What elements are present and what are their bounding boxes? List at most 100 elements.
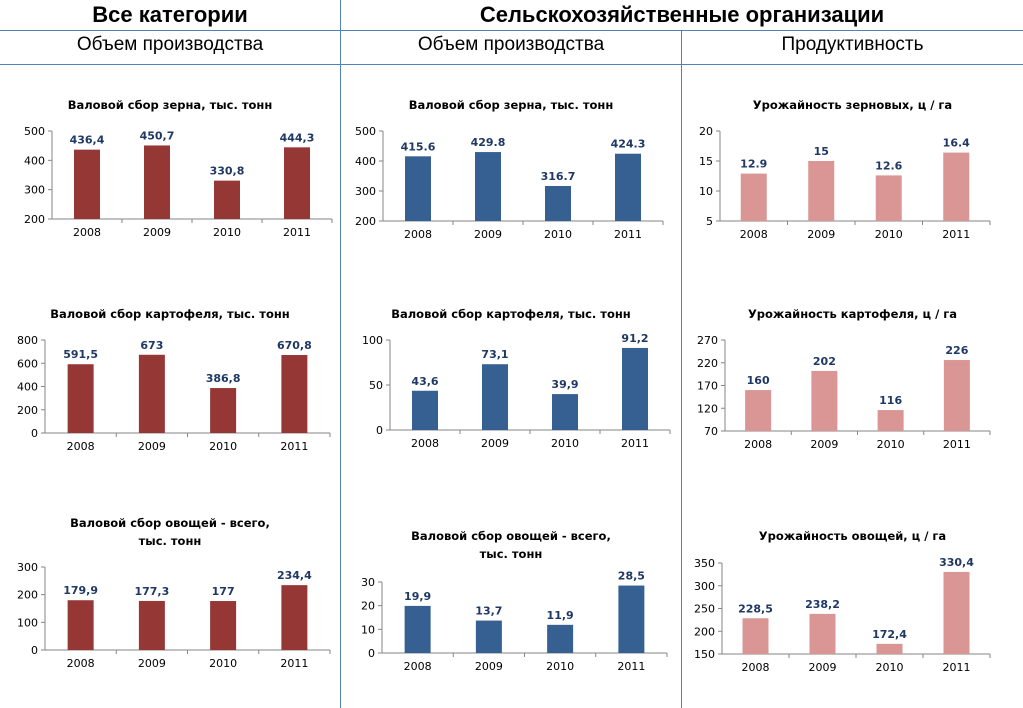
y-tick-label: 0 — [31, 644, 38, 657]
bar — [210, 601, 237, 650]
y-tick-label: 100 — [362, 334, 383, 347]
y-tick-label: 300 — [24, 184, 45, 197]
x-tick-label: 2010 — [876, 661, 904, 674]
bar — [405, 156, 431, 221]
bar — [138, 354, 165, 433]
bar — [67, 600, 94, 650]
data-label: 15 — [814, 145, 829, 158]
x-tick-label: 2011 — [943, 438, 971, 451]
x-tick-label: 2011 — [617, 660, 645, 673]
data-label: 73,1 — [481, 348, 508, 361]
data-label: 316.7 — [541, 170, 576, 183]
chart-7-title: Валовой сбор овощей - всего, тыс. тонн — [70, 516, 270, 548]
x-tick-label: 2011 — [942, 228, 970, 241]
bar — [740, 173, 767, 221]
bar — [876, 643, 903, 654]
data-label: 172,4 — [872, 628, 907, 641]
bar — [615, 153, 641, 221]
data-label: 429.8 — [471, 136, 506, 149]
bar — [214, 180, 240, 219]
x-tick-label: 2008 — [404, 660, 432, 673]
y-tick-label: 200 — [17, 589, 38, 602]
y-tick-label: 300 — [694, 580, 715, 593]
chart-2-title: Валовой сбор зерна, тыс. тонн — [408, 98, 614, 112]
x-tick-label: 2010 — [551, 437, 579, 450]
y-tick-label: 5 — [706, 215, 713, 228]
data-label: 177,3 — [134, 585, 169, 598]
bar — [482, 364, 508, 430]
bar — [281, 585, 308, 650]
x-tick-label: 2009 — [138, 440, 166, 453]
data-label: 13,7 — [475, 605, 502, 618]
y-tick-label: 250 — [694, 603, 715, 616]
chart-5-title: Валовой сбор картофеля, тыс. тонн — [391, 307, 631, 321]
data-label: 12.9 — [740, 158, 767, 171]
bar — [404, 605, 431, 653]
subheader-volume-left: Объем производства — [76, 34, 264, 55]
y-tick-label: 10 — [361, 623, 375, 636]
bar — [284, 147, 310, 219]
x-tick-label: 2008 — [742, 661, 770, 674]
y-tick-label: 10 — [699, 185, 713, 198]
bar — [475, 152, 501, 221]
y-tick-label: 800 — [17, 334, 38, 347]
x-tick-label: 2011 — [614, 228, 642, 241]
bar — [475, 620, 502, 653]
data-label: 234,4 — [277, 569, 312, 582]
chart-4: 0 200 400 600 800 591,5 2008 673 2009 386,8 2010 67… — [17, 334, 331, 453]
y-tick-label: 170 — [697, 380, 718, 393]
y-tick-label: 200 — [17, 404, 38, 417]
y-tick-label: 30 — [361, 576, 375, 589]
bar — [545, 185, 571, 221]
x-tick-label: 2008 — [740, 228, 768, 241]
x-tick-label: 2009 — [475, 660, 503, 673]
y-tick-label: 350 — [694, 557, 715, 570]
data-label: 330,4 — [939, 556, 974, 569]
x-tick-label: 2011 — [283, 226, 311, 239]
subheader-volume-mid: Объем производства — [417, 34, 605, 55]
chart-7: 0 100 200 300 179,9 2008 177,3 2009 177 2010 234,4… — [17, 561, 331, 670]
bar — [808, 161, 835, 221]
bar — [412, 390, 438, 430]
data-label: 330,8 — [210, 165, 245, 178]
data-label: 226 — [945, 344, 968, 357]
bar — [281, 355, 308, 433]
y-tick-label: 400 — [24, 154, 45, 167]
chart-3-title: Урожайность зерновых, ц / га — [752, 98, 953, 112]
y-tick-label: 0 — [31, 427, 38, 440]
chart-3: 5 10 15 20 12.9 2008 15 2009 12.6 2010 16.4 2011 — [699, 125, 991, 241]
x-tick-label: 2010 — [546, 660, 574, 673]
data-label: 12.6 — [875, 159, 902, 172]
bar — [67, 364, 94, 433]
chart-1: 200 300 400 500 436,4 2008 450,7 2009 330,8 2010 4… — [24, 125, 333, 239]
data-label: 28,5 — [618, 570, 645, 583]
x-tick-label: 2009 — [138, 657, 166, 670]
x-tick-label: 2009 — [810, 438, 838, 451]
x-tick-label: 2011 — [621, 437, 649, 450]
bar — [552, 394, 578, 430]
x-tick-label: 2011 — [943, 661, 971, 674]
y-tick-label: 500 — [24, 125, 45, 138]
chart-2: 200 300 400 500 415.6 2008 429.8 2009 316.7 2010 4… — [355, 125, 664, 241]
column-divider-left — [340, 0, 341, 708]
chart-8-title: Валовой сбор овощей - всего, тыс. тонн — [411, 529, 611, 561]
header-rule-top — [0, 30, 1023, 31]
x-tick-label: 2009 — [474, 228, 502, 241]
x-tick-label: 2011 — [280, 440, 308, 453]
x-tick-label: 2010 — [875, 228, 903, 241]
x-tick-label: 2009 — [481, 437, 509, 450]
data-label: 43,6 — [411, 375, 438, 388]
x-tick-label: 2009 — [807, 228, 835, 241]
y-tick-label: 70 — [704, 425, 718, 438]
data-label: 160 — [747, 374, 770, 387]
data-label: 91,2 — [621, 332, 648, 345]
chart-9-title: Урожайность овощей, ц / га — [758, 529, 947, 543]
header-all-categories: Все категории — [92, 2, 248, 27]
x-tick-label: 2008 — [404, 228, 432, 241]
chart-1-title: Валовой сбор зерна, тыс. тонн — [67, 98, 273, 112]
chart-5: 0 50 100 43,6 2008 73,1 2009 39,9 2010 91,2 2011 — [362, 332, 671, 450]
bar — [74, 149, 100, 219]
y-tick-label: 270 — [697, 334, 718, 347]
data-label: 19,9 — [404, 590, 431, 603]
column-divider-right — [681, 31, 682, 708]
